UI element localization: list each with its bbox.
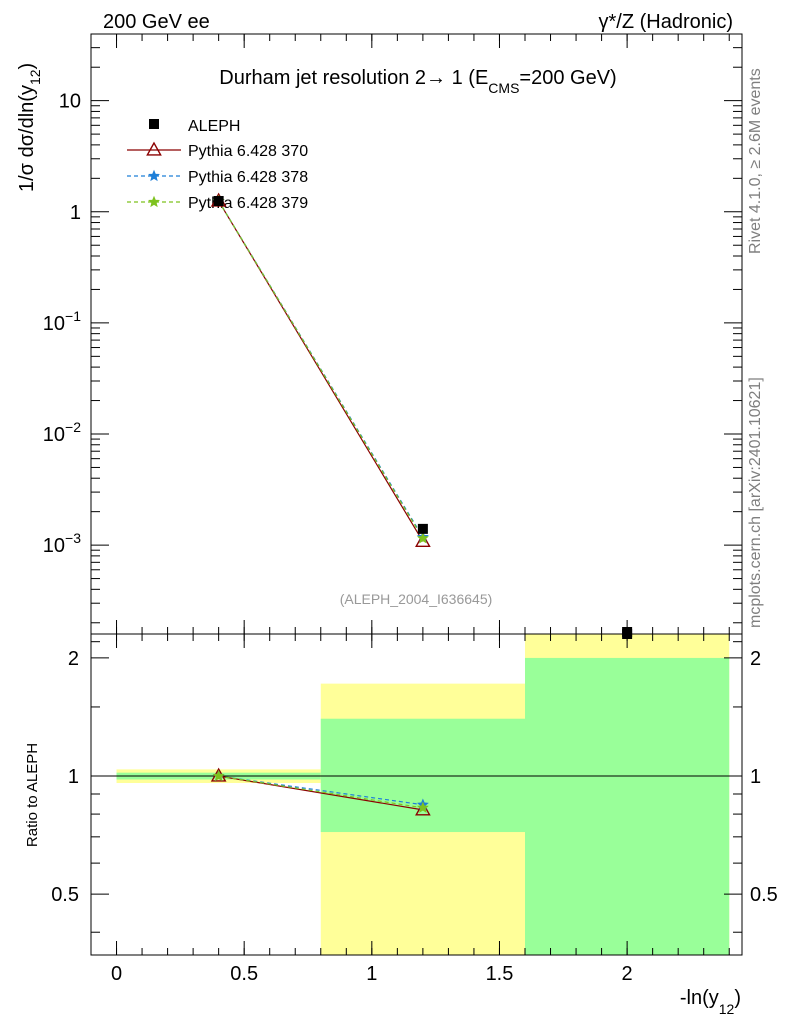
rivet-version-label: Rivet 4.1.0, ≥ 2.6M events bbox=[747, 68, 764, 254]
x-tick-label: 1.5 bbox=[486, 963, 514, 985]
ratio-marker-2 bbox=[416, 801, 429, 813]
series-line-2 bbox=[218, 200, 424, 539]
ratio-line-1 bbox=[218, 775, 423, 806]
ratio-tick-label-right: 0.5 bbox=[750, 884, 778, 906]
ratio-data-marker-edge bbox=[622, 629, 633, 639]
legend-label-2: Pythia 6.428 379 bbox=[188, 195, 308, 212]
chart-title: Durham jet resolution 2→ 1 (ECMS=200 GeV… bbox=[219, 67, 616, 96]
x-tick-label: 0 bbox=[111, 963, 122, 985]
header-right-label: γ*/Z (Hadronic) bbox=[599, 11, 733, 33]
ratio-tick-label-right: 2 bbox=[750, 648, 761, 670]
y-axis-label: 1/σ dσ/dln(y12) bbox=[16, 63, 43, 192]
y-tick-label: 10−3 bbox=[43, 530, 81, 557]
legend-label-aleph: ALEPH bbox=[188, 118, 240, 135]
header-left-label: 200 GeV ee bbox=[103, 11, 210, 33]
legend-marker-2 bbox=[148, 195, 160, 208]
ratio-band-green-2 bbox=[525, 657, 730, 955]
ratio-bands-layer bbox=[116, 634, 730, 955]
ratio-band-green-1 bbox=[320, 718, 525, 833]
legend-marker-0 bbox=[146, 141, 162, 156]
y-tick-label: 10−1 bbox=[43, 308, 81, 335]
data-marker bbox=[213, 196, 224, 207]
main-series-layer bbox=[210, 192, 633, 637]
y-tick-label: 1 bbox=[70, 202, 81, 224]
series-marker-2 bbox=[416, 532, 429, 544]
x-tick-label: 2 bbox=[622, 963, 633, 985]
x-tick-label: 0.5 bbox=[230, 963, 258, 985]
axes-layer: 0 0.5 1 1.5 2 10 1 10−1 10−2 10−3 0.5 0.5 1 1 2 2 bbox=[43, 34, 778, 985]
legend-marker-1 bbox=[148, 169, 160, 182]
ratio-tick-label-right: 1 bbox=[750, 766, 761, 788]
x-tick-label: 1 bbox=[366, 963, 377, 985]
series-marker-0 bbox=[415, 532, 431, 547]
legend-label-1: Pythia 6.428 378 bbox=[188, 169, 308, 186]
mcplots-label: mcplots.cern.ch [arXiv:2401.10621] bbox=[747, 377, 764, 628]
y-tick-label: 10−2 bbox=[43, 419, 81, 446]
ratio-marker-2 bbox=[212, 769, 225, 782]
analysis-tag: (ALEPH_2004_I636645) bbox=[340, 591, 493, 607]
y-tick-label: 10 bbox=[59, 91, 81, 113]
ratio-series-layer bbox=[210, 629, 633, 816]
legend-label-0: Pythia 6.428 370 bbox=[188, 143, 308, 160]
legend-marker-aleph bbox=[149, 119, 159, 129]
ratio-tick-label-left: 0.5 bbox=[51, 884, 79, 906]
ratio-line-0 bbox=[218, 775, 423, 811]
ratio-y-axis-label: Ratio to ALEPH bbox=[24, 743, 41, 847]
ratio-tick-label-left: 1 bbox=[68, 766, 79, 788]
ratio-tick-label-left: 2 bbox=[68, 648, 79, 670]
ratio-panel-frame bbox=[90, 633, 743, 956]
x-axis-label: -ln(y12) bbox=[680, 987, 741, 1017]
data-marker bbox=[417, 523, 428, 534]
